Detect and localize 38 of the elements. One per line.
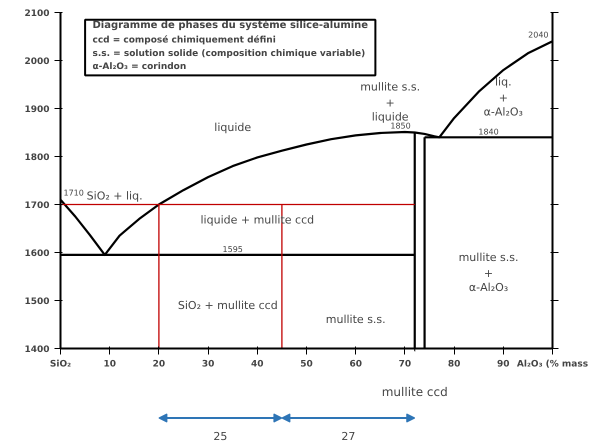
annotation: SiO₂ + mullite ccd: [178, 298, 278, 312]
x-tick-label: 20: [152, 360, 166, 370]
x-tick-label: 40: [251, 360, 264, 370]
x-tick-label: SiO₂: [50, 360, 72, 370]
annotation: ccd = composé chimiquement défini: [92, 34, 276, 46]
annotation: SiO₂ + liq.: [86, 189, 143, 202]
text: mullite ccd: [382, 385, 448, 400]
annotation: α-Al₂O₃ = corindon: [92, 62, 186, 72]
x-tick-label: 10: [103, 360, 116, 370]
x-tick-label: 70: [398, 360, 412, 370]
annotation: 1595: [222, 244, 243, 254]
x-tick-label: 30: [202, 360, 214, 370]
x-tick-label: 90: [497, 360, 510, 370]
x-tick-label: 50: [300, 360, 313, 370]
annotation: Diagramme de phases du système silice-alumine: [92, 20, 368, 31]
y-tick-label: 1400: [24, 345, 50, 355]
y-tick-label: 1700: [24, 201, 50, 211]
annotation: 1850: [390, 122, 411, 130]
y-tick-label: 1900: [24, 105, 50, 115]
y-tick-label: 1800: [24, 153, 50, 163]
x-tick-label: 60: [349, 360, 362, 370]
y-tick-label: 1500: [24, 297, 50, 307]
annotation: 2040: [528, 30, 548, 40]
annotation: liq. + α-Al₂O₃: [484, 76, 523, 119]
annotation: liquide: [214, 121, 252, 134]
annotation: mullite s.s. + liquide: [360, 80, 420, 124]
x-tick-label: 80: [448, 360, 460, 370]
y-tick-label: 2000: [24, 57, 50, 67]
annotation: mullite s.s. + α-Al₂O₃: [458, 250, 518, 294]
annotation: s.s. = solution solide (composition chimique variable): [92, 48, 366, 59]
y-tick-label: 2100: [24, 9, 50, 19]
text: 27: [341, 430, 356, 443]
annotation: 1710: [64, 188, 84, 198]
annotation: 1840: [478, 127, 499, 136]
x-tick-label: Al₂O₃ (% mass: [516, 360, 588, 370]
text: 25: [213, 430, 228, 443]
y-tick-label: 1600: [24, 249, 50, 259]
annotation: mullite s.s.: [326, 313, 386, 326]
